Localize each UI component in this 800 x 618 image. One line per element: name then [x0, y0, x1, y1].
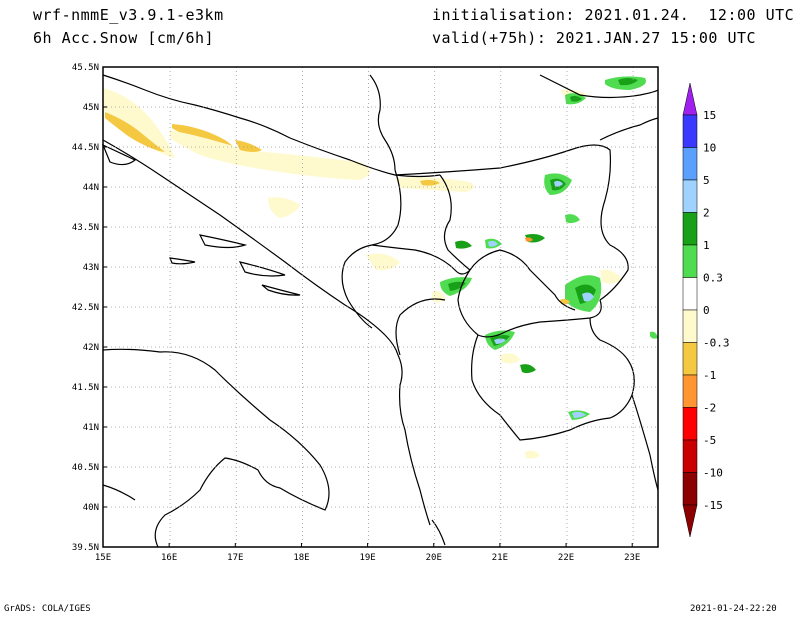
timestamp-text: 2021-01-24-22:20: [690, 604, 777, 614]
valid-time: valid(+75h): 2021.JAN.27 15:00 UTC: [432, 29, 757, 47]
lat-label: 43N: [83, 263, 99, 273]
field-title: 6h Acc.Snow [cm/6h]: [33, 29, 215, 47]
colorbar-label: -5: [703, 434, 716, 447]
lat-label: 45N: [83, 103, 99, 113]
credit-text: GrADS: COLA/IGES: [4, 604, 91, 614]
lat-label: 40.5N: [72, 463, 99, 473]
colorbar-label: 0: [703, 304, 710, 317]
lon-label: 15E: [95, 553, 111, 563]
colorbar-swatch: [682, 342, 698, 376]
coastlines-borders: [101, 74, 659, 548]
colorbar-label: 5: [703, 174, 710, 187]
colorbar-swatch: [682, 472, 698, 506]
lat-label: 44.5N: [72, 143, 99, 153]
lon-label: 18E: [293, 553, 309, 563]
colorbar-label: -15: [703, 499, 723, 512]
lat-lon-grid: [103, 67, 658, 547]
colorbar-swatch: [682, 114, 698, 148]
lat-label: 40N: [83, 503, 99, 513]
lat-label: 43.5N: [72, 223, 99, 233]
colorbar-swatch: [682, 147, 698, 181]
colorbar-swatch: [682, 277, 698, 311]
colorbar-swatch: [682, 439, 698, 473]
colorbar-swatch: [682, 212, 698, 246]
colorbar-label: 1: [703, 239, 710, 252]
lat-label: 42.5N: [72, 303, 99, 313]
lat-label: 41.5N: [72, 383, 99, 393]
lat-label: 44N: [83, 183, 99, 193]
colorbar-label: 0.3: [703, 272, 723, 285]
lon-label: 20E: [426, 553, 442, 563]
colorbar-label: -1: [703, 369, 716, 382]
lat-label: 39.5N: [72, 543, 99, 553]
lat-label: 41N: [83, 423, 99, 433]
colorbar-top-arrow: [682, 82, 698, 116]
lon-label: 19E: [359, 553, 375, 563]
colorbar-swatch: [682, 244, 698, 278]
latitude-labels: 45.5N 45N 44.5N 44N 43.5N 43N 42.5N 42N 41.5N 41N…: [72, 63, 107, 553]
colorbar-label: -2: [703, 402, 716, 415]
colorbar-label: 15: [703, 109, 716, 122]
lon-label: 23E: [624, 553, 640, 563]
lon-label: 17E: [227, 553, 243, 563]
colorbar-label: -10: [703, 467, 723, 480]
colorbar-label: 2: [703, 207, 710, 220]
colorbar-swatch: [682, 374, 698, 408]
colorbar-bottom-arrow: [682, 504, 698, 538]
lat-label: 45.5N: [72, 63, 99, 73]
longitude-labels: 15E 16E 17E 18E 19E 20E 21E 22E 23E: [95, 543, 640, 563]
lon-label: 22E: [558, 553, 574, 563]
colorbar: 15 10 5 2 1 0.3 0 -0.3 -1 -2 -5 -10 -15: [682, 82, 730, 538]
model-title: wrf-nmmE_v3.9.1-e3km: [33, 6, 224, 24]
colorbar-swatch: [682, 309, 698, 343]
colorbar-swatch: [682, 179, 698, 213]
init-time: initialisation: 2021.01.24. 12:00 UTC: [432, 6, 795, 24]
colorbar-label: -0.3: [703, 337, 730, 350]
colorbar-label: 10: [703, 142, 716, 155]
lon-label: 21E: [492, 553, 508, 563]
snow-field: [103, 76, 658, 459]
colorbar-swatch: [682, 407, 698, 441]
lat-label: 42N: [83, 343, 99, 353]
lon-label: 16E: [161, 553, 177, 563]
